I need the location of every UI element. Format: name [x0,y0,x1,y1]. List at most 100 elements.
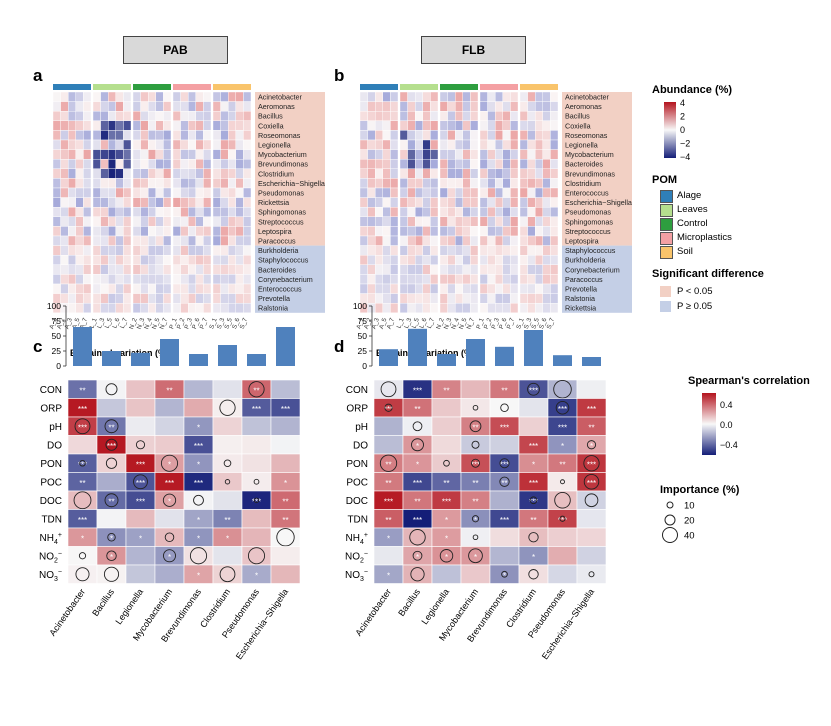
heatmap-b-cell [439,139,448,150]
corr-c-star: *** [194,442,203,451]
heatmap-b-cell [399,283,408,294]
heatmap-b-cell [375,101,384,112]
heatmap-a-row-label: Leptospira [258,227,292,236]
corr-d-factor-label: NO3− [345,569,368,583]
heatmap-b-cell [415,178,424,189]
heatmap-a-cell [60,293,69,304]
heatmap-a-cell [67,130,76,141]
heatmap-a-cell [140,187,149,198]
heatmap-b-cell [447,110,456,121]
corr-c-star: * [81,534,84,543]
heatmap-a-cell [187,206,196,217]
heatmap-b-cell [415,130,424,141]
heatmap-b-cell [502,139,511,150]
heatmap-a-cell [123,101,132,112]
corr-d-cell [547,564,578,584]
heatmap-b-row-label: Roseomonas [565,131,608,140]
heatmap-a-cell [52,91,61,102]
corr-d-importance-circle [583,474,600,490]
heatmap-a-cell [180,158,189,169]
corr-d-star: * [474,516,477,525]
heatmap-a-cell [212,91,221,102]
heatmap-a-cell [227,101,236,112]
pom-swatch [660,218,673,231]
corr-d-importance-circle [583,455,600,472]
corr-d-importance-circle [379,454,398,472]
heatmap-a-cell [92,158,101,169]
heatmap-b-cell [535,168,544,179]
heatmap-b-cell [359,216,368,227]
heatmap-b-cell [470,149,479,160]
corr-d-bar [524,330,543,366]
heatmap-b-cell [487,149,496,160]
heatmap-a-cell [140,254,149,265]
heatmap-a-cell [107,226,116,237]
heatmap-a-cell [172,101,181,112]
heatmap-b-col-label: S_1 [515,317,526,330]
heatmap-b-row-label: Brevundimonas [565,169,615,178]
heatmap-b-row-label: Acinetobacter [565,93,610,102]
heatmap-a-col-label: L_6 [111,317,121,330]
heatmap-a-cell [107,303,116,314]
heatmap-a-cell [92,168,101,179]
heatmap-b-cell [430,226,439,237]
corr-d-star: *** [442,497,451,506]
heatmap-a-cell [100,293,109,304]
heatmap-b-cell [470,197,479,208]
heatmap-b-cell [502,254,511,265]
corr-d-star: ** [501,386,507,395]
heatmap-b-cell [495,101,504,112]
heatmap-b-cell [550,274,559,285]
pom-label: Alage [677,190,702,201]
heatmap-a-cell [187,274,196,285]
heatmap-b-col-label: L_6 [418,317,428,330]
heatmap-b-cell [422,293,431,304]
heatmap-a-cell [195,91,204,102]
heatmap-b-cell [462,245,471,256]
abundance-tick-label: −4 [680,152,690,162]
heatmap-a-cell [52,120,61,131]
heatmap-b-cell [430,197,439,208]
heatmap-b-cell [407,245,416,256]
heatmap-a-cell [52,101,61,112]
abundance-tick-label: 4 [680,98,685,108]
heatmap-b-cell [375,197,384,208]
heatmap-b-cell [382,235,391,246]
heatmap-a-cell [52,254,61,265]
heatmap-a-cell [212,168,221,179]
heatmap-b-cell [487,187,496,198]
corr-d-star: ** [443,386,449,395]
corr-d-importance-circle [410,567,425,582]
heatmap-a-cell [195,264,204,275]
heatmap-a-cell [243,216,252,227]
heatmap-a-cell [83,187,92,198]
heatmap-b-cell [519,274,528,285]
heatmap-b-cell [399,254,408,265]
heatmap-b-cell [399,120,408,131]
heatmap-b-cell [502,303,511,314]
heatmap-b-cell [399,216,408,227]
heatmap-b-cell [550,158,559,169]
heatmap-a-cell [195,101,204,112]
heatmap-b-cell [382,206,391,217]
heatmap-b-cell [375,264,384,275]
heatmap-a-cell [212,206,221,217]
heatmap-a-cell [132,303,141,314]
heatmap-b-cell [375,283,384,294]
heatmap-b-cell [422,158,431,169]
heatmap-a-cell [195,206,204,217]
heatmap-b-cell [462,149,471,160]
heatmap-a-cell [75,235,84,246]
heatmap-b-cell [519,235,528,246]
corr-c-star: ** [79,386,85,395]
corr-d-star: * [590,442,593,451]
importance-legend-circle [662,527,678,543]
heatmap-b-cell [462,91,471,102]
heatmap-a-cell [220,120,229,131]
heatmap-b-cell [535,91,544,102]
corr-c-cell [241,527,272,547]
heatmap-a-cell [203,303,212,314]
heatmap-b-cell [422,101,431,112]
heatmap-b-cell [462,120,471,131]
heatmap-b-cell [439,235,448,246]
